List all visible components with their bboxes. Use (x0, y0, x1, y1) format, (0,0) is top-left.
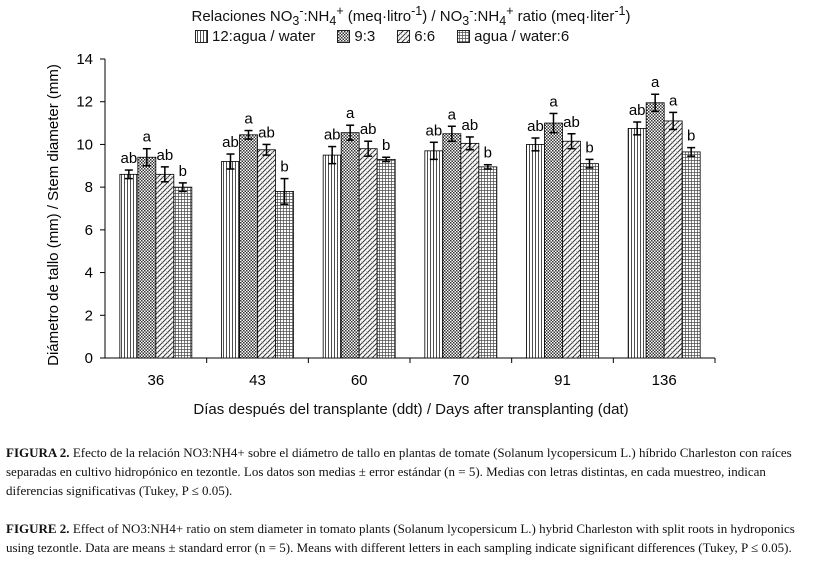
legend-swatch-grid (457, 30, 471, 43)
significance-letter: a (651, 74, 660, 91)
significance-letter: ab (360, 121, 377, 138)
significance-letter: ab (258, 124, 275, 141)
y-tick-label: 14 (76, 51, 93, 68)
caption-spanish: FIGURA 2. Efecto de la relación NO3:NH4+… (6, 443, 818, 500)
legend-label: 12:agua / water (212, 28, 316, 45)
caption-text: Effect of NO3:NH4+ ratio on stem diamete… (6, 521, 795, 555)
bar (544, 122, 563, 359)
legend-label: agua / water:6 (474, 28, 570, 45)
x-tick-label: 136 (652, 372, 677, 389)
y-tick-label: 6 (85, 222, 93, 239)
legend-item-12-water: 12:agua / water (195, 28, 315, 45)
bar (580, 163, 599, 359)
y-tick-label: 2 (85, 307, 93, 324)
y-tick-label: 10 (76, 136, 93, 153)
legend-item-water-6: agua / water:6 (457, 28, 569, 45)
significance-letter: ab (629, 102, 646, 119)
significance-letter: ab (527, 118, 544, 135)
significance-letter: a (346, 105, 355, 122)
legend-item-6-6: 6:6 (397, 28, 435, 45)
caption-label: FIGURA 2. (6, 445, 70, 460)
significance-letter: a (143, 129, 152, 146)
caption-text: Efecto de la relación NO3:NH4+ sobre el … (6, 445, 792, 498)
bar (562, 140, 581, 359)
bar (627, 128, 647, 359)
bar (645, 102, 665, 359)
y-tick-label: 0 (85, 350, 93, 367)
significance-letter: b (382, 137, 390, 154)
legend-label: 9:3 (354, 28, 376, 45)
y-tick-label: 4 (85, 265, 93, 282)
x-axis-title: Días después del transplante (ddt) / Day… (193, 401, 629, 418)
legend-swatch-dense (337, 30, 351, 43)
significance-letter: ab (324, 127, 341, 144)
significance-letter: b (179, 163, 187, 180)
bar (526, 144, 545, 359)
bar (478, 166, 498, 359)
y-tick-label: 12 (76, 94, 93, 111)
bar (358, 148, 378, 359)
bar (442, 133, 462, 359)
bar (663, 120, 683, 359)
significance-letter: a (448, 106, 457, 123)
legend: 12:agua / water 9:3 6:6 agua / water:6 (195, 28, 569, 45)
bar (322, 154, 342, 359)
significance-letter: b (280, 159, 288, 176)
caption-label: FIGURE 2. (6, 521, 70, 536)
significance-letter: b (687, 128, 695, 145)
significance-letter: b (585, 139, 593, 156)
significance-letter: b (484, 145, 492, 162)
bar (173, 186, 193, 359)
caption-english: FIGURE 2. Effect of NO3:NH4+ ratio on st… (6, 519, 818, 557)
legend-swatch-diag (397, 30, 411, 43)
bar (119, 173, 139, 359)
bar (137, 156, 157, 359)
x-tick-label: 70 (452, 372, 469, 389)
x-tick-label: 43 (249, 372, 266, 389)
bar (239, 134, 258, 359)
bar (376, 158, 396, 359)
bar (257, 149, 276, 359)
x-tick-label: 60 (351, 372, 368, 389)
significance-letter: a (669, 92, 678, 109)
bar (340, 132, 360, 359)
y-tick-label: 8 (85, 179, 93, 196)
significance-letter: ab (425, 122, 442, 139)
bars (119, 93, 701, 359)
y-axis-title: Diámetro de tallo (mm) / Stem diameter (… (45, 64, 62, 366)
significance-letter: a (549, 93, 558, 110)
significance-letter: ab (120, 150, 137, 167)
bar (221, 161, 240, 359)
significance-letter: ab (222, 134, 239, 151)
significance-letter: ab (563, 114, 580, 131)
legend-item-9-3: 9:3 (337, 28, 375, 45)
bar (460, 142, 480, 359)
legend-title: Relaciones NO3-:NH4+ (meq·litro-1) / NO3… (191, 4, 631, 28)
legend-swatch-vlines (195, 30, 208, 43)
bar (424, 150, 444, 359)
significance-letter: ab (461, 117, 478, 134)
significance-letter: ab (156, 147, 173, 164)
significance-letter: a (244, 111, 253, 128)
x-tick-label: 36 (147, 372, 164, 389)
bar (275, 191, 294, 359)
legend-label: 6:6 (414, 28, 436, 45)
bar (681, 151, 701, 359)
x-tick-label: 91 (554, 372, 571, 389)
bar (155, 173, 175, 359)
axes: 0 2 4 6 8 10 12 14 36 43 60 70 91 136 (76, 51, 716, 389)
